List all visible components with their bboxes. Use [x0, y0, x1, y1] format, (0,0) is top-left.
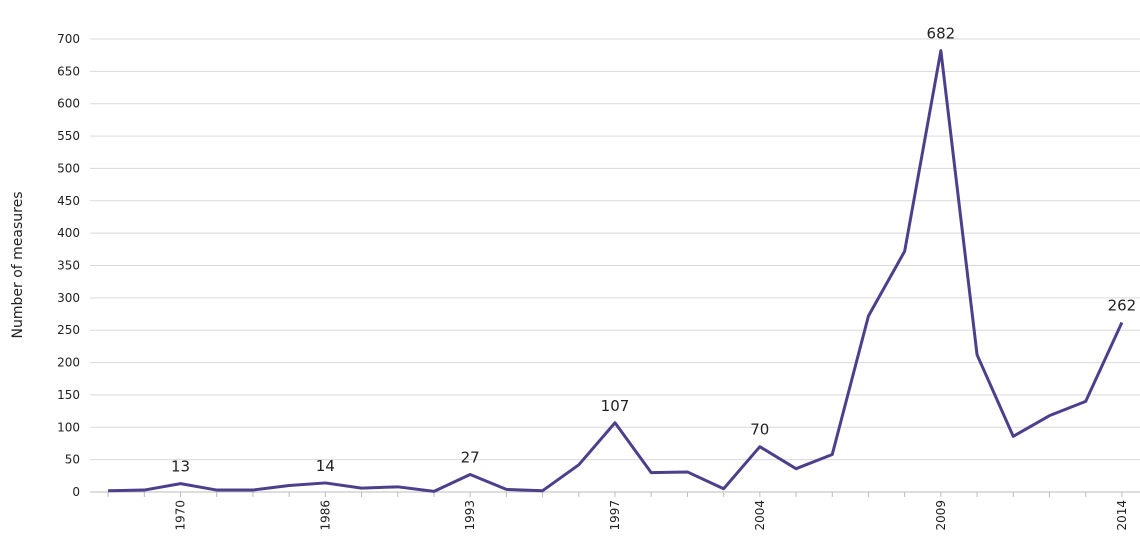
y-tick-label: 100	[57, 420, 80, 434]
data-label: 14	[316, 457, 335, 475]
data-label: 13	[171, 458, 190, 476]
x-tick-label: 1993	[463, 500, 477, 531]
x-tick-label: 1997	[608, 500, 622, 531]
data-label: 262	[1108, 296, 1137, 314]
line-series	[108, 49, 1124, 493]
y-tick-label: 550	[57, 129, 80, 143]
y-tick-label: 700	[57, 32, 80, 46]
x-tick-label: 2004	[753, 500, 767, 531]
y-tick-label: 200	[57, 356, 80, 370]
x-tick-label: 2009	[934, 500, 948, 531]
y-tick-label: 50	[65, 453, 80, 467]
data-label: 27	[461, 449, 480, 467]
data-label: 682	[927, 25, 956, 43]
data-label: 107	[601, 397, 630, 415]
y-tick-label: 250	[57, 323, 80, 337]
y-tick-label: 400	[57, 226, 80, 240]
y-tick-label: 600	[57, 97, 80, 111]
y-tick-label: 450	[57, 194, 80, 208]
y-tick-label: 300	[57, 291, 80, 305]
x-tick-label: 1986	[318, 500, 332, 531]
y-tick-label: 500	[57, 161, 80, 175]
y-tick-label: 0	[72, 485, 80, 499]
y-axis-label: Number of measures	[10, 192, 26, 339]
y-tick-label: 350	[57, 259, 80, 273]
y-tick-label: 150	[57, 388, 80, 402]
x-tick-label: 1970	[174, 500, 188, 531]
x-tick-label: 2014	[1115, 500, 1129, 531]
data-label: 70	[750, 421, 769, 439]
y-tick-label: 650	[57, 64, 80, 78]
